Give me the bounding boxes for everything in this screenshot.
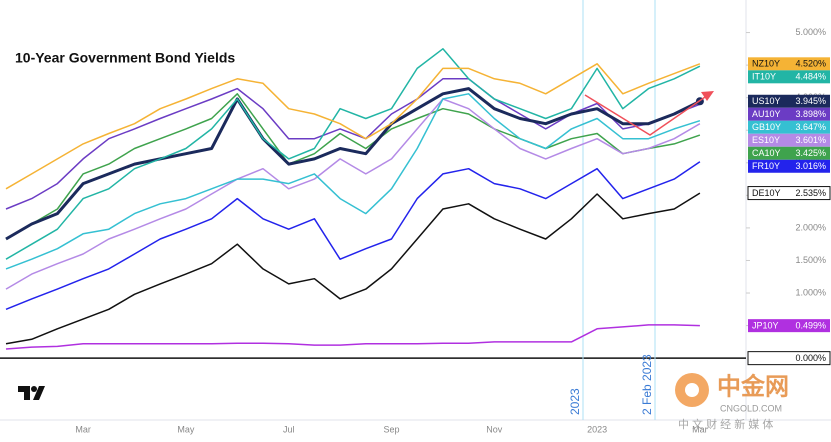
- price-label-box: [748, 120, 830, 134]
- legend-label: GB10Y: [752, 122, 781, 132]
- x-tick-label: Mar: [75, 424, 91, 434]
- price-label: 3.601%: [795, 135, 826, 145]
- watermark: 中金网 CNGOLD.COM 中 文 财 经 新 媒 体: [675, 372, 789, 431]
- watermark-site: CNGOLD.COM: [720, 403, 782, 413]
- price-label-box: [748, 319, 830, 333]
- price-label: 4.484%: [795, 72, 826, 82]
- tradingview-logo: [18, 386, 45, 400]
- legend-label: CA10Y: [752, 148, 781, 158]
- price-label-box: [748, 94, 830, 108]
- price-label: 3.647%: [795, 122, 826, 132]
- price-label-box: [748, 57, 830, 71]
- price-label-box: [748, 146, 830, 160]
- series-line: [5, 324, 700, 350]
- price-label-box: [747, 186, 831, 201]
- series-line: [5, 63, 701, 190]
- series-line: [5, 93, 701, 270]
- watermark-slogan: 中 文 财 经 新 媒 体: [678, 417, 773, 431]
- chart-title: 10-Year Government Bond Yields: [15, 50, 235, 66]
- series-line: [5, 48, 701, 260]
- x-tick-label: May: [177, 424, 195, 434]
- price-label-box: [748, 107, 830, 121]
- series-line: [5, 98, 701, 290]
- legend-label: US10Y: [752, 96, 781, 106]
- price-label: 0.499%: [795, 321, 826, 331]
- series-line: [5, 93, 701, 240]
- series-line: [5, 87, 701, 241]
- annotation-label: 2023: [568, 388, 582, 415]
- x-tick-label: Sep: [383, 424, 399, 434]
- legend-label: DE10Y: [752, 188, 781, 198]
- y-tick-label: 0.000%: [795, 353, 826, 363]
- x-tick-label: Jul: [283, 424, 295, 434]
- price-label: 2.535%: [795, 188, 826, 198]
- price-label-box: [748, 159, 830, 173]
- price-label-box: [748, 133, 830, 147]
- baseline-label-box: [747, 351, 831, 366]
- legend-label: NZ10Y: [752, 59, 780, 69]
- annotation-label: 2 Feb 2023: [640, 354, 654, 415]
- x-tick-label: 2023: [587, 424, 607, 434]
- series-line: [5, 78, 701, 210]
- y-tick-label: 2.000%: [795, 222, 826, 232]
- legend-label: ES10Y: [752, 135, 780, 145]
- x-tick-label: Mar: [692, 424, 708, 434]
- price-label: 3.016%: [795, 161, 826, 171]
- watermark-name: 中金网: [717, 372, 789, 400]
- price-label: 3.425%: [795, 148, 826, 158]
- legend-label: FR10Y: [752, 161, 780, 171]
- price-label: 3.898%: [795, 109, 826, 119]
- price-label: 4.520%: [795, 59, 826, 69]
- arrow-head: [701, 91, 714, 101]
- y-tick-label: 5.000%: [795, 27, 826, 37]
- price-label: 3.945%: [795, 96, 826, 106]
- x-tick-label: Nov: [486, 424, 503, 434]
- legend-label: AU10Y: [752, 109, 781, 119]
- series-line: [5, 161, 701, 310]
- y-tick-label: 1.500%: [795, 255, 826, 265]
- price-label-box: [748, 70, 830, 84]
- legend-label: JP10Y: [752, 321, 779, 331]
- series-line: [5, 192, 701, 345]
- y-tick-label: 1.000%: [795, 287, 826, 297]
- watermark-logo-inner: [685, 383, 699, 397]
- legend-label: IT10Y: [752, 72, 776, 82]
- trend-arrow: [584, 94, 709, 136]
